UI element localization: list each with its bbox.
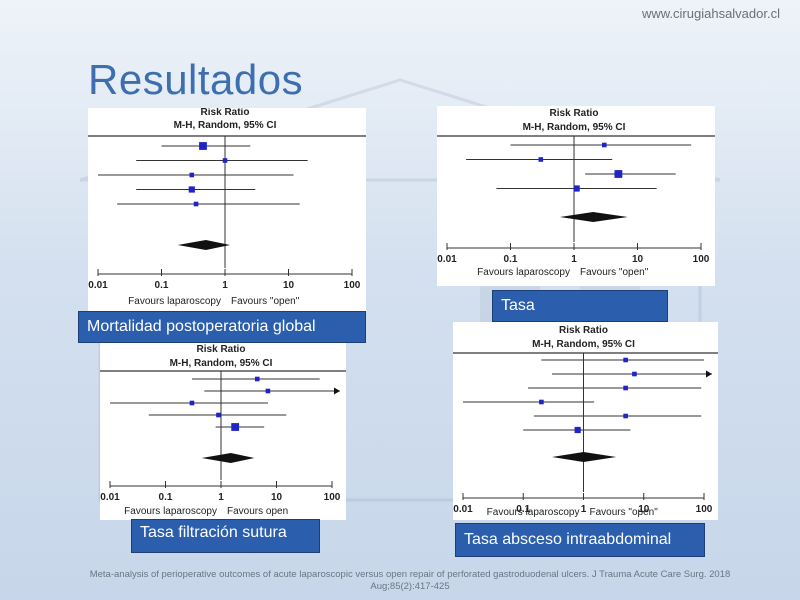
citation-journal: J Trauma Acute Care Surg. 2018 Aug;85(2)… (370, 569, 731, 592)
citation-text: Meta-analysis of perioperative outcomes … (89, 569, 587, 580)
pooled-diamond (559, 212, 628, 222)
plot-heading: Risk Ratio (197, 344, 246, 355)
plot-method: M-H, Random, 95% CI (174, 120, 277, 131)
favours-right-label: Favours "open" (231, 296, 300, 307)
favours-right-label: Favours open (227, 506, 288, 517)
favours-left-label: Favours laparoscopy (477, 267, 570, 278)
forest-plot-rate-svg: Risk Ratio M-H, Random, 95% CI 0.01 0.1 1 10 1… (437, 108, 715, 278)
label-leak: Tasa filtración sutura (131, 519, 320, 553)
favours-right-label: Favours "open" (590, 507, 659, 518)
favours-right-label: Favours "open" (580, 267, 649, 278)
x-tick-label: 10 (283, 280, 295, 291)
x-tick-label: 10 (271, 492, 283, 503)
pooled-diamond (177, 240, 231, 250)
study-point (623, 357, 628, 363)
x-tick-label: 0.01 (88, 280, 108, 291)
label-abscess: Tasa absceso intraabdominal (455, 523, 705, 557)
plot-heading: Risk Ratio (559, 325, 608, 336)
study-point (632, 371, 637, 377)
forest-plot-abscess: Risk Ratio M-H, Random, 95% CI 0.01 0.1 1 10 1… (453, 322, 718, 520)
study-point (189, 172, 195, 178)
study-point (539, 399, 544, 405)
favours-left-label: Favours laparoscopy (128, 296, 221, 307)
study-point (601, 142, 607, 148)
pooled-diamond (551, 452, 617, 462)
x-tick-label: 100 (696, 504, 713, 515)
study-point (216, 412, 221, 418)
x-tick-label: 100 (693, 254, 710, 265)
study-point (614, 170, 623, 178)
forest-plot-mortality-svg: Risk Ratio M-H, Random, 95% CI 0.01 0.1 1 10 1… (88, 108, 366, 307)
citation: Meta-analysis of perioperative outcomes … (89, 569, 731, 592)
forest-plot-leak-svg: Risk Ratio M-H, Random, 95% CI 0.01 0.1 1 10 1… (100, 344, 346, 517)
plot-method: M-H, Random, 95% CI (523, 122, 626, 133)
study-point (231, 423, 240, 431)
plot-method: M-H, Random, 95% CI (170, 358, 273, 369)
page-title: Resultados (88, 56, 304, 103)
plot-method: M-H, Random, 95% CI (532, 339, 635, 350)
x-tick-label: 0.01 (453, 504, 473, 515)
x-tick-label: 1 (218, 492, 224, 503)
plot-heading: Risk Ratio (201, 108, 250, 118)
forest-plot-abscess-svg: Risk Ratio M-H, Random, 95% CI 0.01 0.1 1 10 1… (453, 325, 718, 518)
x-tick-label: 1 (571, 254, 577, 265)
study-point (265, 388, 271, 394)
study-point (623, 413, 628, 419)
x-tick-label: 1 (581, 504, 587, 515)
study-point (623, 385, 628, 391)
plot-heading: Risk Ratio (550, 108, 599, 119)
x-tick-label: 0.1 (504, 254, 518, 265)
ci-arrow (706, 370, 712, 378)
x-tick-label: 1 (222, 280, 228, 291)
study-point (573, 185, 580, 192)
ci-arrow (334, 387, 340, 395)
study-point (189, 400, 195, 406)
study-point (574, 426, 581, 434)
x-tick-label: 0.01 (437, 254, 457, 265)
study-point (193, 201, 199, 207)
study-point (538, 157, 544, 162)
x-tick-label: 0.1 (155, 280, 169, 291)
x-tick-label: 0.1 (516, 504, 530, 515)
favours-left-label: Favours laparoscopy (487, 507, 580, 518)
forest-plot-mortality: Risk Ratio M-H, Random, 95% CI 0.01 0.1 1 10 1… (88, 108, 366, 314)
x-tick-label: 10 (638, 504, 650, 515)
pooled-diamond (201, 453, 255, 463)
x-tick-label: 0.01 (100, 492, 120, 503)
website-url: www.cirugiahsalvador.cl (641, 6, 780, 21)
label-mortality: Mortalidad postoperatoria global (78, 311, 366, 343)
study-point (199, 142, 207, 150)
x-tick-label: 10 (632, 254, 644, 265)
forest-plot-leak: Risk Ratio M-H, Random, 95% CI 0.01 0.1 1 10 1… (100, 340, 346, 520)
x-tick-label: 100 (324, 492, 341, 503)
label-rate: Tasa (492, 290, 668, 322)
study-point (222, 158, 228, 163)
forest-plot-rate: Risk Ratio M-H, Random, 95% CI 0.01 0.1 1 10 1… (437, 106, 715, 286)
favours-left-label: Favours laparoscopy (124, 506, 217, 517)
study-point (254, 376, 260, 382)
x-tick-label: 0.1 (159, 492, 173, 503)
x-tick-label: 100 (344, 280, 361, 291)
study-point (188, 186, 195, 193)
